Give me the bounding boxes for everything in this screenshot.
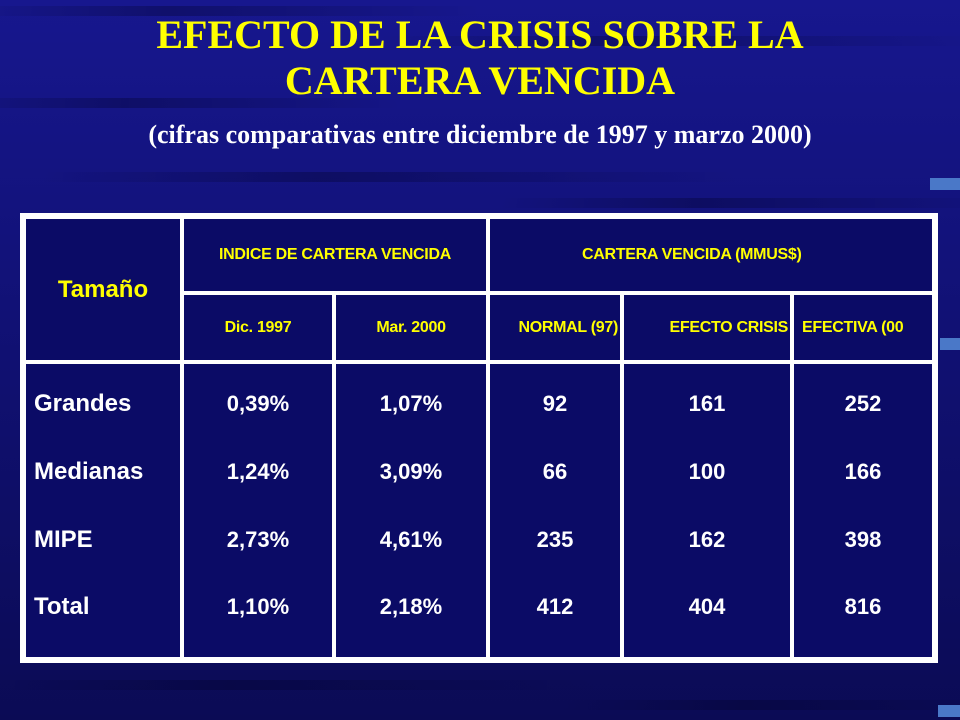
- cell-value: 2,18%: [379, 594, 443, 620]
- column-tamano-labels: Grandes Medianas MIPE Total: [26, 364, 180, 657]
- row-header-tamano: Tamaño: [26, 219, 180, 360]
- cell-value: 404: [688, 594, 726, 620]
- column-mar-2000: 1,07% 3,09% 4,61% 2,18%: [336, 364, 486, 657]
- subheader-efecto-crisis: EFECTO CRISIS: [624, 295, 790, 360]
- background-streak: [0, 6, 480, 16]
- column-dic-1997: 0,39% 1,24% 2,73% 1,10%: [184, 364, 332, 657]
- row-label-mipe: MIPE: [34, 525, 93, 553]
- background-streak: [0, 680, 600, 690]
- cell-value: 166: [844, 458, 882, 484]
- cell-value: 235: [536, 526, 574, 552]
- side-accent-bar: [938, 705, 960, 717]
- cell-value: 1,24%: [226, 458, 290, 484]
- cell-value: 252: [844, 391, 882, 416]
- background-streak: [40, 172, 740, 182]
- row-label-total: Total: [34, 593, 90, 621]
- cell-value: 2,73%: [226, 526, 290, 552]
- subheader-mar-2000: Mar. 2000: [336, 295, 486, 360]
- subheader-normal-97: NORMAL (97): [490, 295, 620, 360]
- cell-value: 162: [688, 526, 726, 552]
- column-efecto-crisis: 161 100 162 404: [624, 364, 790, 657]
- cell-value: 161: [688, 391, 726, 416]
- subheader-dic-1997: Dic. 1997: [184, 295, 332, 360]
- cell-value: 398: [844, 526, 882, 552]
- cell-value: 1,07%: [379, 391, 443, 416]
- side-accent-bar: [930, 178, 960, 190]
- cell-value: 412: [536, 594, 574, 620]
- data-table: Tamaño INDICE DE CARTERA VENCIDA CARTERA…: [20, 213, 938, 663]
- group-header-indice: INDICE DE CARTERA VENCIDA: [184, 219, 486, 291]
- slide-title: EFECTO DE LA CRISIS SOBRE LA CARTERA VEN…: [0, 12, 960, 104]
- cell-value: 1,10%: [226, 594, 290, 620]
- subheader-efectiva-00: EFECTIVA (00: [794, 295, 932, 360]
- cell-value: 3,09%: [379, 458, 443, 484]
- slide-subtitle: (cifras comparativas entre diciembre de …: [148, 120, 812, 149]
- background-streak: [0, 98, 400, 108]
- cell-value: 66: [542, 458, 568, 484]
- title-line-1: EFECTO DE LA CRISIS SOBRE LA: [156, 12, 804, 57]
- side-accent-bar: [940, 338, 960, 350]
- cell-value: 92: [542, 391, 568, 416]
- row-label-grandes: Grandes: [34, 390, 132, 417]
- cell-value: 100: [688, 458, 726, 484]
- row-label-medianas: Medianas: [34, 457, 144, 485]
- column-efectiva-00: 252 166 398 816: [794, 364, 932, 657]
- background-streak: [560, 700, 960, 710]
- group-header-cartera: CARTERA VENCIDA (MMUS$): [490, 219, 932, 291]
- cell-value: 816: [844, 594, 882, 620]
- background-streak: [380, 36, 960, 46]
- cell-value: 0,39%: [226, 391, 290, 416]
- column-normal-97: 92 66 235 412: [490, 364, 620, 657]
- title-line-2: CARTERA VENCIDA: [284, 58, 676, 103]
- background-streak: [500, 198, 960, 208]
- cell-value: 4,61%: [379, 526, 443, 552]
